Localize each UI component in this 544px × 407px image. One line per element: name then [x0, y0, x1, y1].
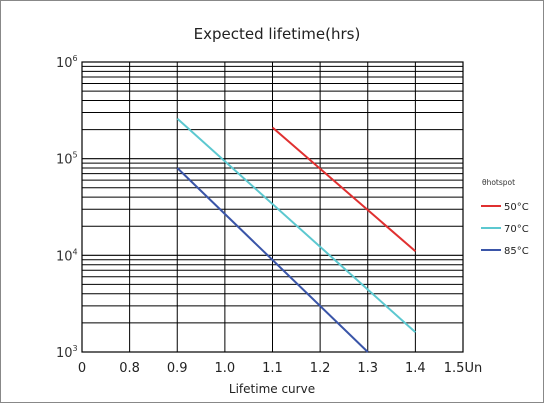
series-lines [176, 117, 417, 353]
chart-title: Expected lifetime(hrs) [194, 25, 361, 43]
x-axis-label: Lifetime curve [229, 382, 315, 396]
y-tick-labels: 103 104 105 106 [56, 54, 78, 361]
legend-entry-label: 85°C [504, 246, 529, 257]
x-tick-label: 1.5Un [444, 361, 482, 376]
x-tick-labels: 0 0.8 0.9 1.0 1.1 1.2 1.3 1.4 1.5Un [78, 361, 482, 376]
x-tick-label: 1.2 [310, 361, 331, 376]
y-tick-label: 106 [56, 54, 78, 71]
series-line-2 [176, 167, 369, 353]
x-tick-label: 1.4 [405, 361, 426, 376]
series-line-0 [271, 126, 417, 253]
y-tick-label: 105 [56, 151, 78, 168]
x-tick-label: 1.0 [215, 361, 236, 376]
plot-area-border [81, 61, 464, 353]
series-line-1 [176, 117, 417, 334]
legend-entry-label: 70°C [504, 224, 529, 235]
x-tick-label: 0.8 [119, 361, 140, 376]
legend-entry-label: 50°C [504, 202, 529, 213]
legend: θhotspot 50°C 70°C 85°C [481, 178, 529, 257]
x-tick-label: 1.1 [262, 361, 283, 376]
x-tick-label: 1.3 [357, 361, 378, 376]
grid [82, 62, 463, 352]
y-tick-label: 103 [56, 344, 78, 361]
x-tick-label: 0 [78, 361, 86, 376]
y-tick-label: 104 [56, 247, 78, 264]
legend-title: θhotspot [482, 178, 515, 187]
x-tick-label: 0.9 [167, 361, 188, 376]
